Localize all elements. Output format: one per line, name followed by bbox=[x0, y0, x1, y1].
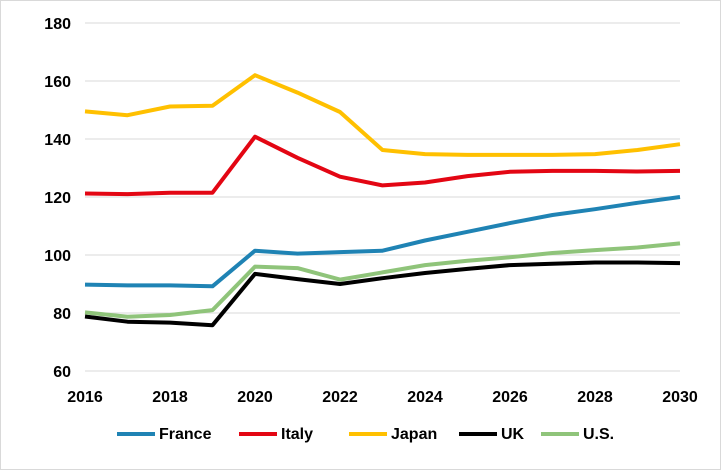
y-tick-label: 80 bbox=[53, 306, 71, 323]
series-line-italy bbox=[84, 134, 681, 197]
x-tick-label: 2028 bbox=[577, 389, 613, 406]
x-tick-label: 2026 bbox=[492, 389, 528, 406]
y-tick-label: 180 bbox=[44, 16, 71, 33]
legend: France Italy Japan UK U.S. bbox=[117, 426, 614, 443]
legend-label-uk: UK bbox=[501, 426, 525, 443]
y-tick-label: 160 bbox=[44, 74, 71, 91]
y-tick-label: 120 bbox=[44, 190, 71, 207]
legend-label-us: U.S. bbox=[583, 426, 614, 443]
y-tick-label: 140 bbox=[44, 132, 71, 149]
series-line-japan bbox=[84, 73, 681, 157]
x-tick-label: 2016 bbox=[67, 389, 103, 406]
legend-label-france: France bbox=[159, 426, 212, 443]
x-tick-labels: 2016 2018 2020 2022 2024 2026 2028 2030 bbox=[67, 389, 698, 406]
x-tick-label: 2020 bbox=[237, 389, 273, 406]
x-tick-label: 2030 bbox=[662, 389, 698, 406]
x-tick-label: 2018 bbox=[152, 389, 188, 406]
gridlines bbox=[85, 22, 680, 314]
series-line-uk bbox=[84, 260, 681, 328]
legend-label-japan: Japan bbox=[391, 426, 437, 443]
legend-label-italy: Italy bbox=[281, 426, 313, 443]
series-line-us bbox=[84, 241, 681, 319]
series-lines bbox=[84, 73, 681, 328]
x-tick-label: 2024 bbox=[407, 389, 443, 406]
y-tick-label: 60 bbox=[53, 364, 71, 381]
y-tick-labels: 60 80 100 120 140 160 180 bbox=[44, 16, 71, 381]
y-tick-label: 100 bbox=[44, 248, 71, 265]
series-line-france bbox=[84, 195, 681, 289]
x-tick-label: 2022 bbox=[322, 389, 358, 406]
